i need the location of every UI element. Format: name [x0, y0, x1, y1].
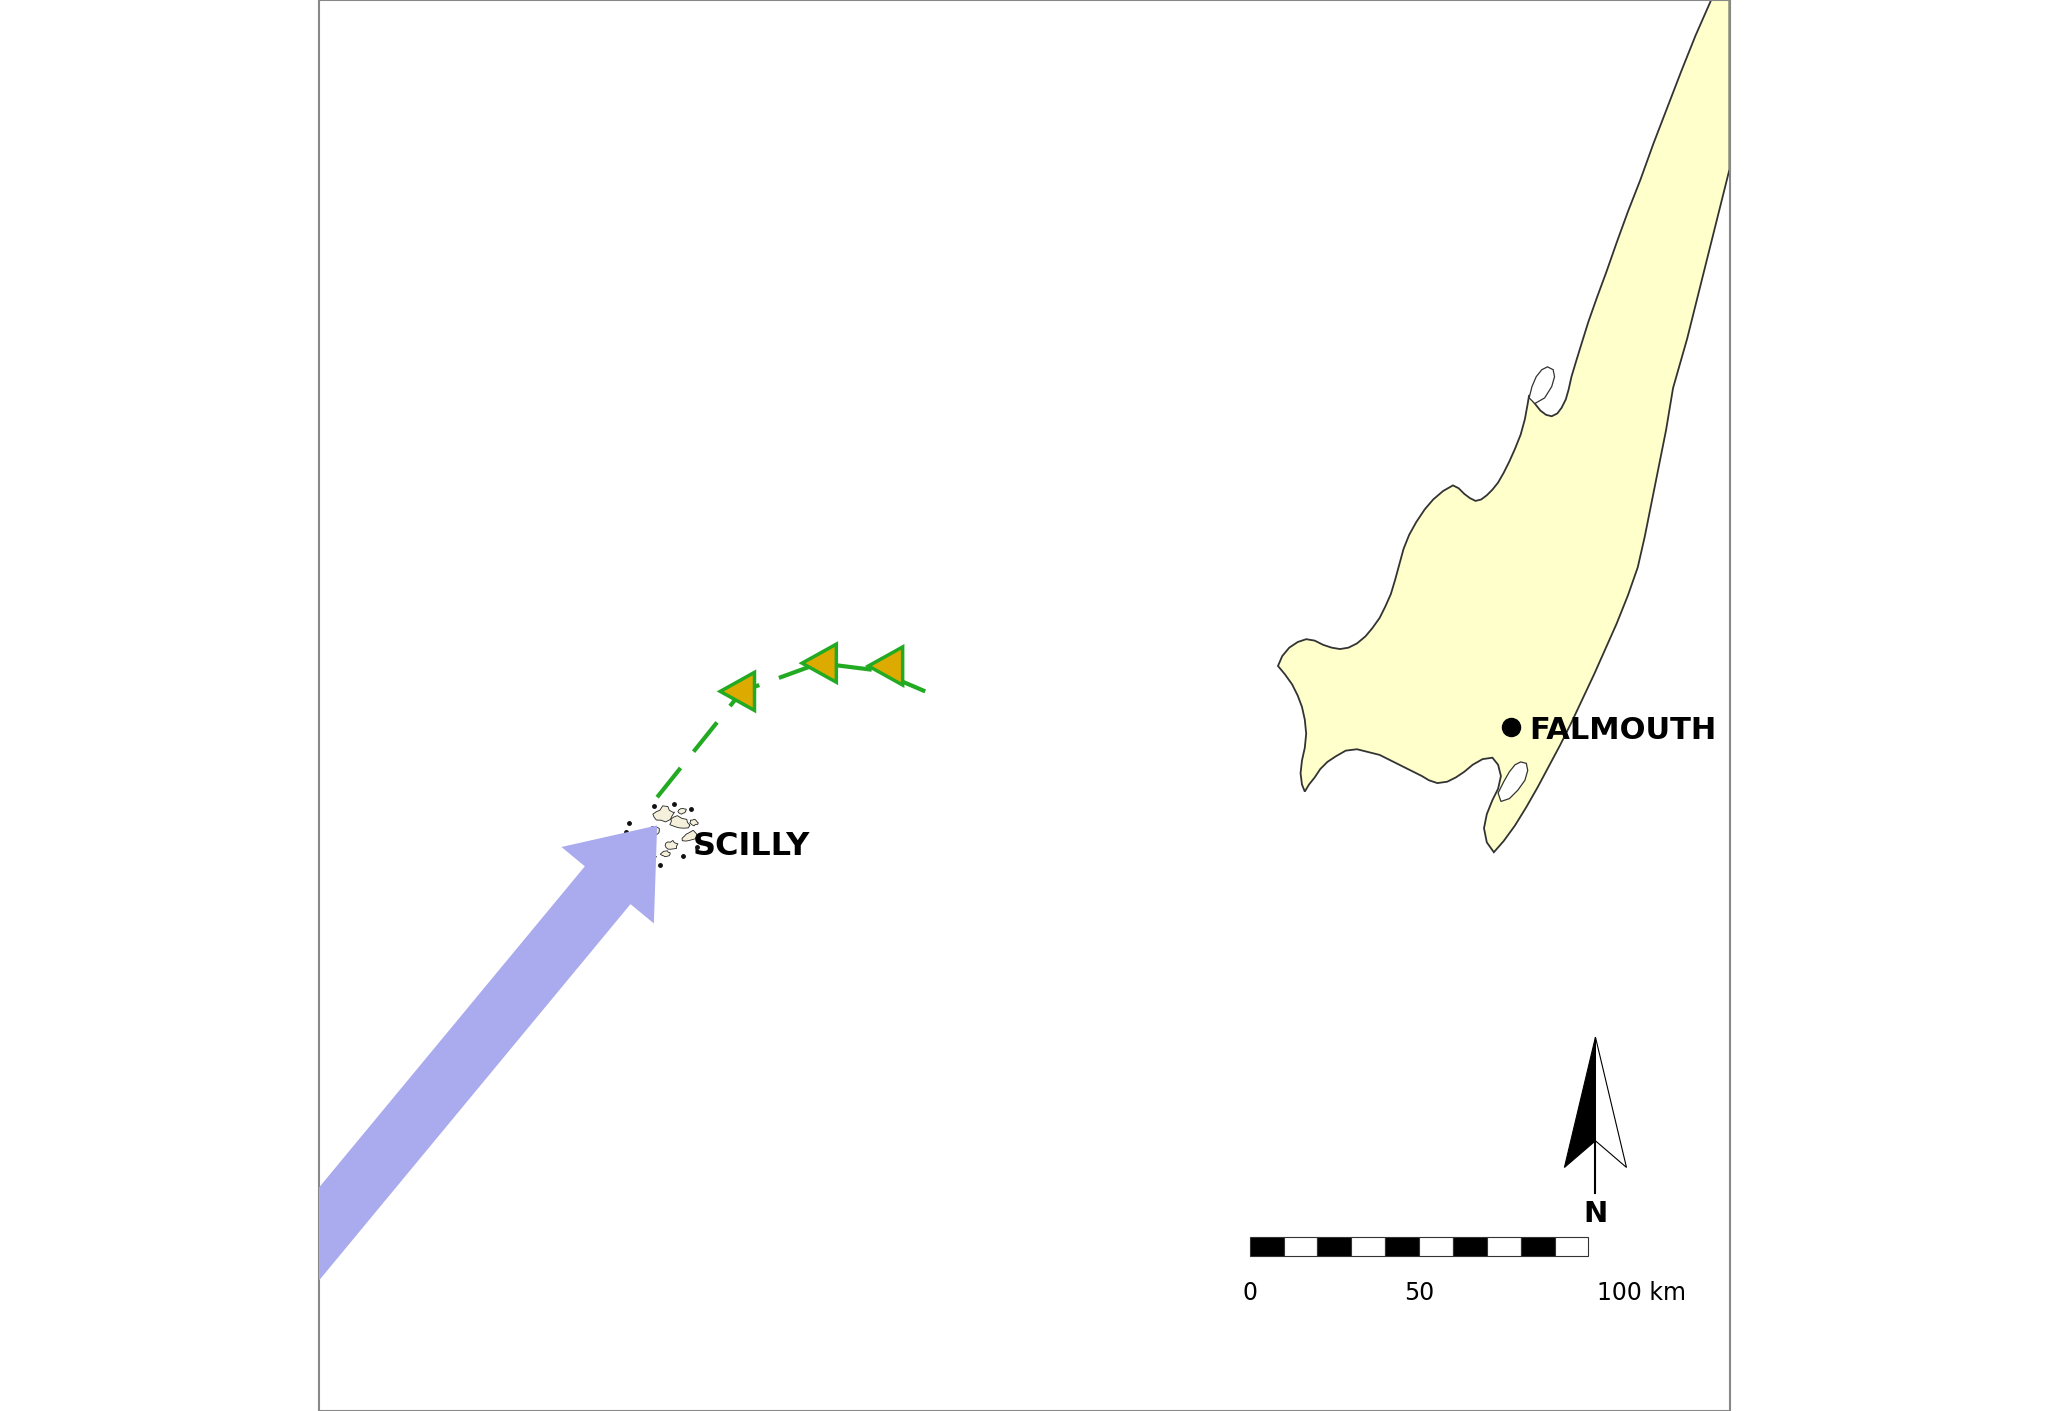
Polygon shape — [1595, 1037, 1626, 1167]
Polygon shape — [678, 809, 686, 814]
Polygon shape — [1530, 367, 1554, 404]
Polygon shape — [1278, 0, 1729, 852]
Polygon shape — [653, 806, 674, 821]
Bar — [1317, 1237, 1352, 1256]
Polygon shape — [721, 673, 754, 711]
Text: SCILLY: SCILLY — [692, 831, 809, 862]
Polygon shape — [639, 835, 651, 845]
Polygon shape — [670, 816, 690, 828]
Text: FALMOUTH: FALMOUTH — [1530, 717, 1716, 745]
Bar — [1249, 1237, 1284, 1256]
Polygon shape — [1497, 762, 1528, 801]
Polygon shape — [803, 645, 836, 683]
Polygon shape — [868, 648, 903, 686]
Bar — [1487, 1237, 1522, 1256]
Text: 100 km: 100 km — [1597, 1281, 1686, 1305]
Text: N: N — [1583, 1199, 1608, 1228]
Bar — [1419, 1237, 1452, 1256]
Text: 50: 50 — [1405, 1281, 1434, 1305]
Polygon shape — [659, 851, 670, 856]
Polygon shape — [633, 845, 643, 852]
Bar — [1384, 1237, 1419, 1256]
Text: 0: 0 — [1243, 1281, 1257, 1305]
Bar — [1522, 1237, 1554, 1256]
Bar — [1554, 1237, 1589, 1256]
Polygon shape — [666, 841, 678, 849]
Bar — [1452, 1237, 1487, 1256]
FancyArrow shape — [127, 825, 657, 1411]
Bar — [1352, 1237, 1384, 1256]
Polygon shape — [690, 820, 698, 825]
Polygon shape — [647, 827, 659, 835]
Polygon shape — [645, 854, 657, 859]
Polygon shape — [682, 830, 696, 841]
Polygon shape — [1565, 1037, 1595, 1167]
Bar — [1284, 1237, 1317, 1256]
